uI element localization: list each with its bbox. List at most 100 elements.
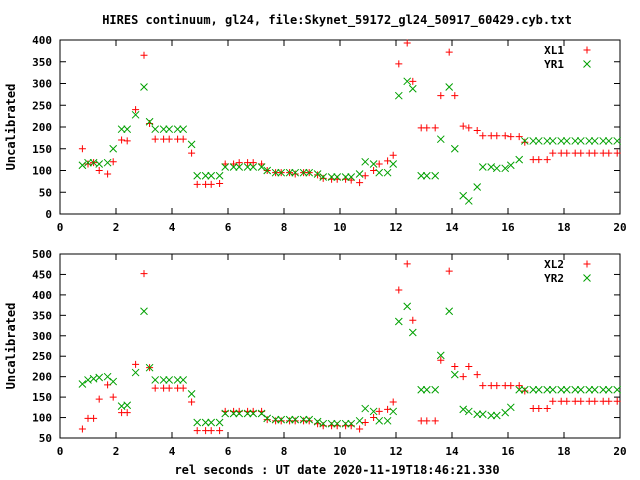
data-point bbox=[409, 77, 417, 85]
data-point bbox=[257, 163, 266, 171]
data-point bbox=[403, 302, 412, 311]
data-point bbox=[493, 382, 501, 390]
data-point bbox=[341, 419, 350, 428]
data-point bbox=[299, 168, 308, 177]
data-point bbox=[604, 385, 613, 394]
data-point bbox=[165, 125, 174, 134]
data-point bbox=[263, 414, 272, 423]
data-point bbox=[319, 419, 328, 428]
data-point bbox=[571, 137, 580, 145]
data-point bbox=[445, 307, 454, 316]
data-point bbox=[465, 124, 473, 132]
data-point bbox=[314, 171, 322, 179]
data-point bbox=[249, 159, 257, 167]
data-point bbox=[327, 173, 336, 181]
data-point bbox=[577, 149, 585, 157]
data-point bbox=[395, 60, 403, 68]
data-point bbox=[548, 137, 557, 145]
data-point bbox=[187, 140, 196, 149]
legend-label: XL1 bbox=[544, 44, 564, 57]
plot-frame bbox=[59, 39, 621, 215]
data-point bbox=[291, 170, 299, 178]
data-point bbox=[291, 417, 299, 425]
data-point bbox=[417, 385, 426, 394]
data-point bbox=[437, 92, 445, 100]
data-point bbox=[576, 385, 585, 394]
chart-title: HIRES continuum, gl24, file:Skynet_59172… bbox=[102, 13, 572, 28]
data-point bbox=[409, 316, 417, 324]
data-point bbox=[361, 172, 369, 180]
data-point bbox=[235, 163, 244, 171]
x-tick-label: 20 bbox=[613, 221, 626, 234]
legend-label: YR1 bbox=[544, 58, 564, 71]
data-point bbox=[422, 171, 431, 180]
y-tick-label: 150 bbox=[32, 143, 52, 156]
y-tick-label: 0 bbox=[45, 208, 52, 221]
data-point bbox=[478, 410, 487, 419]
data-point bbox=[389, 407, 398, 416]
data-point bbox=[543, 137, 552, 145]
data-point bbox=[159, 125, 168, 134]
data-point bbox=[277, 417, 285, 425]
data-point bbox=[534, 137, 543, 145]
data-point bbox=[159, 376, 168, 384]
data-point bbox=[201, 418, 210, 427]
data-point bbox=[613, 385, 622, 394]
data-point bbox=[132, 106, 140, 114]
x-tick-label: 6 bbox=[225, 221, 232, 234]
data-point bbox=[403, 39, 411, 47]
x-tick-label: 16 bbox=[501, 221, 515, 234]
data-point bbox=[151, 376, 160, 384]
data-point bbox=[179, 125, 188, 134]
data-point bbox=[356, 425, 364, 433]
data-point bbox=[394, 317, 403, 326]
data-point bbox=[375, 416, 384, 425]
data-point bbox=[408, 328, 417, 337]
data-point bbox=[131, 110, 140, 119]
data-point bbox=[535, 405, 543, 413]
legend-marker bbox=[583, 60, 591, 68]
data-point bbox=[215, 418, 224, 427]
data-point bbox=[403, 77, 412, 86]
data-point bbox=[123, 401, 132, 410]
data-point bbox=[370, 167, 378, 174]
data-point bbox=[78, 161, 87, 170]
legend-label: YR2 bbox=[544, 272, 564, 285]
x-axis-label: rel seconds : UT date 2020-11-19T18:46:2… bbox=[174, 463, 499, 477]
data-point bbox=[459, 373, 467, 381]
x-tick-label: 12 bbox=[389, 221, 402, 234]
data-point bbox=[207, 180, 215, 188]
legend-marker bbox=[583, 260, 591, 268]
data-point bbox=[221, 409, 230, 418]
data-point bbox=[431, 171, 440, 180]
data-point bbox=[193, 427, 201, 435]
data-point bbox=[492, 164, 501, 173]
data-point bbox=[258, 160, 266, 168]
data-point bbox=[507, 133, 515, 141]
data-point bbox=[464, 407, 473, 416]
data-point bbox=[313, 170, 322, 178]
data-point bbox=[145, 363, 154, 372]
data-point bbox=[140, 270, 148, 278]
x-tick-label: 10 bbox=[333, 221, 346, 234]
data-point bbox=[604, 137, 613, 145]
data-point bbox=[563, 397, 571, 405]
data-point bbox=[487, 411, 496, 420]
data-point bbox=[599, 137, 608, 145]
data-point bbox=[389, 160, 398, 168]
data-point bbox=[140, 51, 148, 59]
data-point bbox=[355, 170, 364, 178]
data-point bbox=[132, 360, 140, 368]
data-point bbox=[333, 419, 342, 428]
data-point bbox=[151, 384, 159, 392]
data-point bbox=[562, 137, 571, 145]
data-point bbox=[109, 158, 117, 166]
data-point bbox=[263, 416, 271, 424]
data-point bbox=[445, 267, 453, 275]
data-point bbox=[271, 415, 280, 424]
data-point bbox=[188, 398, 196, 406]
x-tick-label: 14 bbox=[445, 221, 459, 234]
data-point bbox=[479, 382, 487, 390]
data-point bbox=[436, 351, 445, 360]
data-point bbox=[333, 173, 342, 181]
